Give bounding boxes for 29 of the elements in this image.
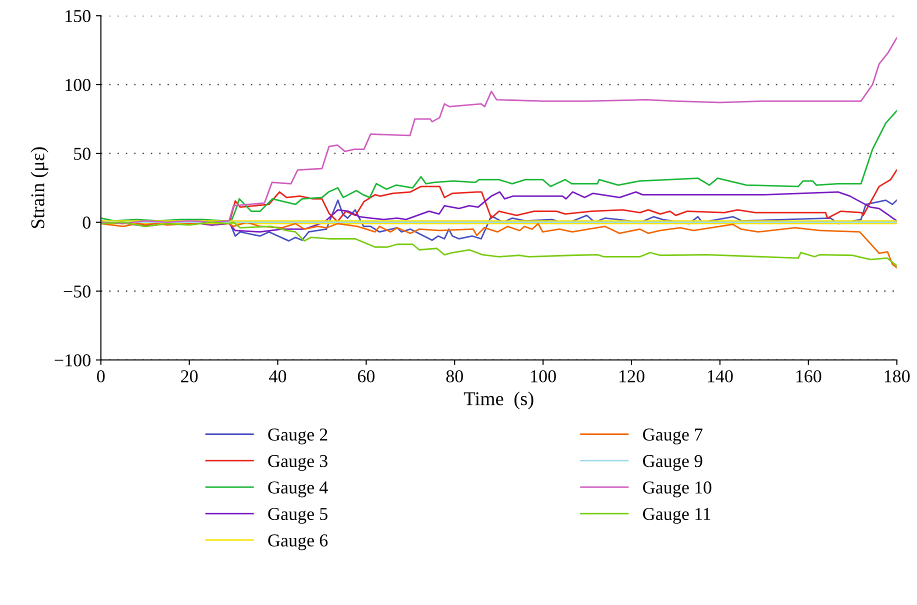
x-tick-label: 20 (181, 370, 198, 382)
x-tick-label: 140 (708, 370, 733, 382)
y-tick-label: 150 (66, 10, 90, 22)
x-tick-label: 120 (620, 370, 644, 382)
x-tick-label: 80 (446, 370, 463, 382)
legend-label: Gauge 9 (643, 455, 702, 471)
legend-label: Gauge 4 (268, 481, 328, 498)
y-tick-label: 0 (82, 216, 90, 229)
legend-label: Gauge 2 (268, 428, 328, 444)
x-axis-title: Time (s) (464, 392, 534, 410)
x-tick-label: 60 (358, 370, 375, 382)
legend-label: Gauge 5 (268, 508, 328, 524)
x-tick-label: 100 (531, 370, 556, 382)
line-series (100, 36, 897, 224)
legend-label: Gauge 3 (268, 455, 328, 471)
x-tick-label: 40 (269, 370, 286, 382)
line-series (100, 110, 897, 222)
x-tick-label: 180 (884, 370, 910, 382)
y-tick-label: 50 (74, 148, 90, 160)
y-axis-title: Strain (με) (30, 147, 48, 228)
y-tick-label: −100 (54, 354, 90, 366)
y-tick-label: −50 (64, 285, 90, 298)
legend-label: Gauge 11 (643, 508, 710, 524)
legend-label: Gauge 6 (268, 534, 328, 550)
x-tick-label: 0 (97, 370, 105, 382)
legend-label: Gauge 7 (643, 428, 702, 444)
y-tick-label: 100 (66, 78, 90, 92)
legend-label: Gauge 10 (643, 481, 712, 498)
x-tick-label: 160 (796, 370, 822, 382)
